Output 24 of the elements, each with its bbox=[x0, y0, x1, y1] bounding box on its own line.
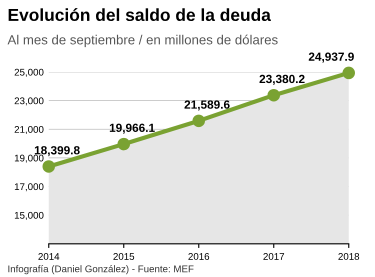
x-tick-label: 2014 bbox=[38, 253, 60, 260]
text: Infografía (Daniel González) - Fuente: MEF bbox=[8, 265, 194, 274]
chart-title: Evolución del saldo de la deuda bbox=[8, 8, 271, 22]
y-tick-label: 25,000 bbox=[14, 68, 44, 77]
point bbox=[42, 160, 55, 173]
y-tick-label: 21,000 bbox=[14, 126, 44, 134]
point bbox=[192, 114, 205, 128]
data-label: 23,380.2 bbox=[260, 74, 305, 85]
x-tick-label: 2015 bbox=[113, 253, 134, 260]
point bbox=[342, 66, 355, 80]
x-tick-label: 2016 bbox=[188, 253, 210, 260]
y-tick-label: 23,000 bbox=[14, 97, 44, 106]
point bbox=[118, 138, 130, 150]
chart-subtitle: Al mes de septiembre / en millones de dólares bbox=[8, 34, 278, 48]
y-tick-label: 15,000 bbox=[14, 212, 44, 220]
x-tick-label: 2018 bbox=[338, 253, 360, 260]
data-label: 19,966.1 bbox=[110, 124, 155, 134]
y-tick-label: 19,000 bbox=[14, 154, 44, 163]
x-tick-label: 2017 bbox=[263, 253, 284, 260]
data-label: 21,589.6 bbox=[184, 100, 230, 110]
data-label: 18,399.8 bbox=[34, 146, 80, 156]
point bbox=[268, 88, 280, 102]
data-label: 24,937.9 bbox=[308, 52, 354, 63]
y-tick-label: 17,000 bbox=[14, 183, 44, 192]
